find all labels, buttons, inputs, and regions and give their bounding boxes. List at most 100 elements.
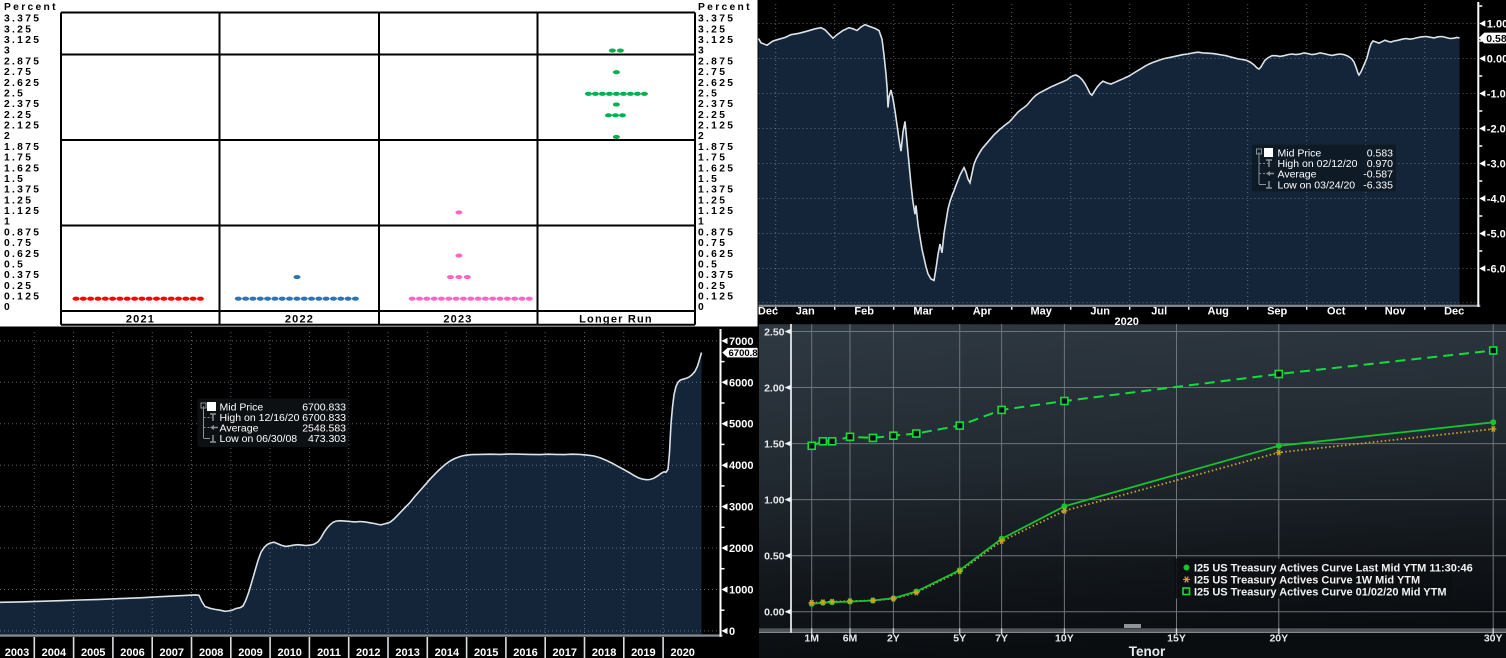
svg-text:2022: 2022 [285, 314, 314, 326]
svg-text:0.875: 0.875 [698, 227, 735, 238]
svg-text:1.50: 1.50 [764, 438, 785, 450]
svg-text:2.625: 2.625 [4, 78, 41, 89]
svg-text:1.625: 1.625 [698, 163, 735, 174]
svg-text:May: May [1030, 306, 1052, 318]
svg-text:2000: 2000 [729, 543, 753, 555]
svg-text:0.875: 0.875 [4, 227, 41, 238]
svg-text:10Y: 10Y [1055, 633, 1074, 645]
svg-text:2020: 2020 [670, 647, 694, 658]
svg-text:2: 2 [4, 131, 12, 142]
svg-text:2.375: 2.375 [4, 99, 41, 110]
svg-text:1M: 1M [804, 633, 819, 645]
svg-text:6700.833: 6700.833 [302, 401, 346, 413]
svg-text:4000: 4000 [729, 460, 753, 472]
svg-text:0.00: 0.00 [764, 607, 785, 619]
svg-text:2006: 2006 [120, 647, 144, 658]
svg-text:1000: 1000 [729, 585, 753, 597]
svg-text:I25 US Treasury Actives Curve: I25 US Treasury Actives Curve 01/02/20 M… [1194, 587, 1447, 599]
svg-text:2013: 2013 [395, 647, 419, 658]
svg-text:3000: 3000 [729, 502, 753, 514]
svg-text:2018: 2018 [592, 647, 616, 658]
svg-text:2.75: 2.75 [698, 67, 727, 78]
svg-text:1.375: 1.375 [698, 185, 735, 196]
svg-text:0.25: 0.25 [4, 281, 33, 292]
svg-text:2012: 2012 [356, 647, 380, 658]
svg-text:1.75: 1.75 [4, 153, 33, 164]
svg-text:1: 1 [4, 217, 12, 228]
svg-text:-0.587: -0.587 [1363, 169, 1393, 181]
svg-text:-5.000: -5.000 [1487, 229, 1506, 241]
svg-text:1.25: 1.25 [4, 195, 33, 206]
svg-text:High on 12/16/20: High on 12/16/20 [220, 412, 300, 424]
svg-text:Oct: Oct [1327, 306, 1346, 318]
svg-text:1.000: 1.000 [1487, 19, 1506, 31]
svg-text:0.75: 0.75 [698, 238, 727, 249]
svg-text:6700.833: 6700.833 [302, 412, 346, 424]
svg-text:6700.8: 6700.8 [729, 348, 758, 359]
svg-text:Apr: Apr [973, 306, 993, 318]
svg-text:1.75: 1.75 [698, 153, 727, 164]
svg-text:2010: 2010 [277, 647, 301, 658]
svg-text:473.303: 473.303 [308, 433, 346, 445]
svg-text:Longer Run: Longer Run [579, 314, 653, 326]
svg-text:0: 0 [698, 302, 706, 313]
svg-text:Low on 06/30/08: Low on 06/30/08 [220, 433, 298, 445]
svg-text:Mid Price: Mid Price [1278, 148, 1322, 160]
svg-text:1.625: 1.625 [4, 163, 41, 174]
svg-text:3.375: 3.375 [698, 14, 735, 25]
svg-text:2008: 2008 [199, 647, 223, 658]
svg-text:Aug: Aug [1208, 306, 1229, 318]
svg-text:1.875: 1.875 [4, 142, 41, 153]
svg-text:2023: 2023 [443, 314, 472, 326]
svg-text:2: 2 [698, 131, 706, 142]
svg-text:I25 US Treasury Actives Curve: I25 US Treasury Actives Curve 1W Mid YTM [1194, 575, 1420, 587]
svg-text:2.5: 2.5 [4, 89, 25, 100]
svg-text:2.75: 2.75 [4, 67, 33, 78]
svg-text:2016: 2016 [513, 647, 537, 658]
svg-text:2019: 2019 [631, 647, 655, 658]
svg-text:0.375: 0.375 [4, 270, 41, 281]
svg-text:2.25: 2.25 [698, 110, 727, 121]
svg-text:2.50: 2.50 [764, 326, 785, 338]
svg-text:2.375: 2.375 [698, 99, 735, 110]
svg-text:0.583: 0.583 [1367, 148, 1393, 160]
svg-text:1: 1 [698, 217, 706, 228]
svg-text:Jul: Jul [1151, 306, 1167, 318]
svg-text:3: 3 [698, 46, 706, 57]
svg-text:Dec: Dec [1444, 306, 1464, 318]
svg-text:15Y: 15Y [1167, 633, 1186, 645]
svg-text:0: 0 [729, 626, 735, 638]
svg-text:0.583: 0.583 [1486, 33, 1506, 45]
svg-text:0.125: 0.125 [4, 292, 41, 303]
svg-text:2003: 2003 [5, 647, 29, 658]
svg-text:0: 0 [4, 302, 12, 313]
svg-text:0.75: 0.75 [4, 238, 33, 249]
svg-text:2Y: 2Y [887, 633, 900, 645]
svg-text:Jun: Jun [1090, 306, 1110, 318]
svg-text:3.125: 3.125 [4, 35, 41, 46]
svg-text:2.00: 2.00 [764, 382, 785, 394]
svg-text:2.875: 2.875 [698, 56, 735, 67]
svg-text:2.625: 2.625 [698, 78, 735, 89]
svg-text:2007: 2007 [160, 647, 184, 658]
svg-text:7000: 7000 [729, 336, 753, 348]
svg-text:3.125: 3.125 [698, 35, 735, 46]
svg-text:Sep: Sep [1267, 306, 1287, 318]
svg-text:0.970: 0.970 [1367, 158, 1393, 170]
svg-text:Average: Average [220, 423, 259, 435]
svg-text:High on 02/12/20: High on 02/12/20 [1278, 158, 1358, 170]
svg-text:1.5: 1.5 [4, 174, 25, 185]
svg-text:Mar: Mar [913, 306, 933, 318]
svg-text:Mid Price: Mid Price [220, 401, 264, 413]
svg-text:Tenor: Tenor [1129, 644, 1166, 658]
svg-text:0.000: 0.000 [1487, 54, 1506, 66]
svg-text:0.25: 0.25 [698, 281, 727, 292]
svg-text:2014: 2014 [435, 647, 460, 658]
svg-text:30Y: 30Y [1484, 633, 1503, 645]
svg-text:-1.000: -1.000 [1487, 89, 1506, 101]
svg-text:2548.583: 2548.583 [302, 423, 346, 435]
svg-text:7Y: 7Y [995, 633, 1008, 645]
svg-text:1.125: 1.125 [4, 206, 41, 217]
svg-text:Feb: Feb [854, 306, 874, 318]
svg-text:0.5: 0.5 [4, 259, 25, 270]
